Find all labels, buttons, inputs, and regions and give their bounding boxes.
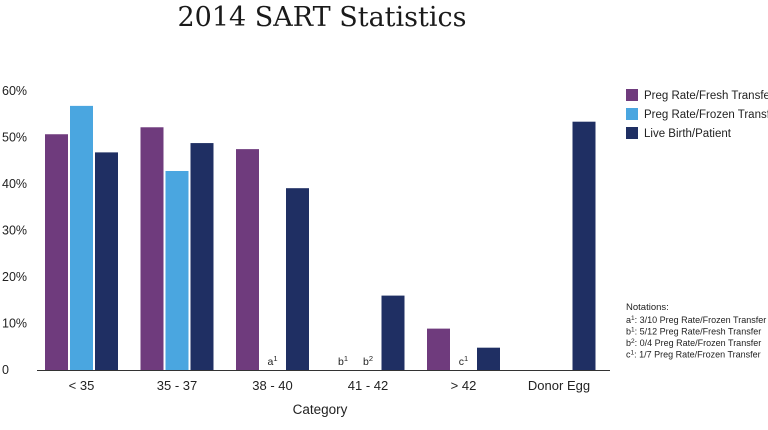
y-tick-label: 40% [2,177,27,191]
bar-annotation: c1 [459,354,468,368]
bar-annotation: b2 [363,354,373,368]
x-tick-label: < 35 [69,378,95,393]
notation-item: c1: 1/7 Preg Rate/Frozen Transfer [626,350,761,360]
legend-label: Preg Rate/Frozen Transfer [644,109,768,121]
legend-label: Preg Rate/Fresh Transfer [644,90,768,102]
bar-live-birth-patient-42 [477,347,500,370]
x-tick-label: Donor Egg [528,378,590,393]
bar-preg-rate-fresh-transfer-35-37 [140,127,164,371]
bar-preg-rate-frozen-transfer-35 [70,105,93,370]
y-tick-label: 30% [2,224,27,238]
annotations-group: a1 b1 b2 c1 [267,354,468,368]
bar-preg-rate-fresh-transfer-42 [427,328,450,370]
bar-annotation: b1 [338,354,348,368]
notations-title: Notations: [626,302,669,313]
y-tick-label: 60% [2,84,27,98]
x-tick-label: 35 - 37 [157,378,197,393]
bar-live-birth-patient-donor-egg [572,121,596,370]
y-tick-label: 50% [2,131,27,145]
y-axis: 0 10% 20% 30% 40% 50% 60% [2,84,27,377]
x-axis-label: Category [293,402,348,417]
bar-live-birth-patient-41-42 [381,295,405,370]
legend-label: Live Birth/Patient [644,128,732,140]
notations: Notations: a1: 3/10 Preg Rate/Frozen Tran… [626,302,766,360]
bar-live-birth-patient-35 [95,152,118,370]
bar-live-birth-patient-35-37 [190,143,214,370]
notation-item: b2: 0/4 Preg Rate/Frozen Transfer [626,338,761,348]
y-tick-label: 20% [2,270,27,284]
y-tick-label: 10% [2,317,27,331]
bar-annotation: a1 [267,354,277,368]
bar-preg-rate-frozen-transfer-35-37 [165,170,189,370]
bar-preg-rate-fresh-transfer-38-40 [236,149,259,370]
x-tick-label: > 42 [451,378,477,393]
legend: Preg Rate/Fresh Transfer Preg Rate/Frozen… [626,89,768,140]
legend-swatch-live-birth-patient [626,127,638,139]
bars-group [45,105,596,371]
bar-live-birth-patient-38-40 [286,188,309,370]
legend-swatch-preg-rate-fresh-transfer [626,89,638,101]
bar-preg-rate-fresh-transfer-35 [45,134,68,370]
x-tick-label: 41 - 42 [348,378,388,393]
notation-item: a1: 3/10 Preg Rate/Frozen Transfer [626,315,766,325]
notation-item: b1: 5/12 Preg Rate/Fresh Transfer [626,327,761,337]
x-axis: < 35 35 - 37 38 - 40 41 - 42 > 42 Donor Egg [69,378,590,393]
x-tick-label: 38 - 40 [252,378,292,393]
y-tick-label: 0 [2,363,9,377]
chart-title: 2014 SART Statistics [178,2,467,33]
legend-swatch-preg-rate-frozen-transfer [626,108,638,120]
